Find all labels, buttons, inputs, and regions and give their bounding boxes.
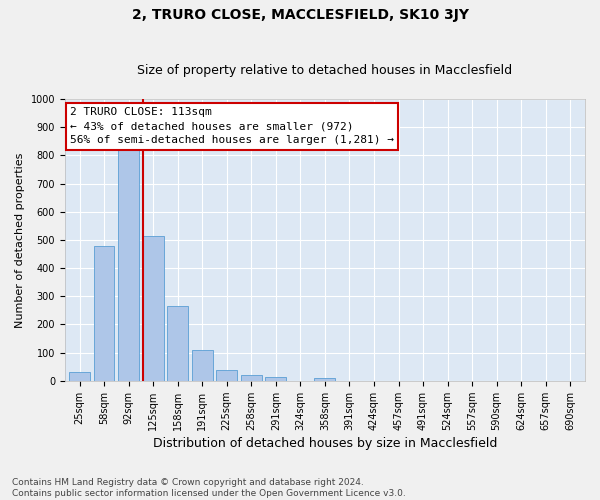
Text: 2, TRURO CLOSE, MACCLESFIELD, SK10 3JY: 2, TRURO CLOSE, MACCLESFIELD, SK10 3JY (131, 8, 469, 22)
Y-axis label: Number of detached properties: Number of detached properties (15, 152, 25, 328)
Bar (265, 378, 286, 381)
Bar (94, 246, 115, 381)
Bar (118, 150, 139, 381)
Bar (69, 372, 90, 381)
Bar (143, 236, 164, 381)
Bar (241, 374, 262, 381)
X-axis label: Distribution of detached houses by size in Macclesfield: Distribution of detached houses by size … (153, 437, 497, 450)
Text: 2 TRURO CLOSE: 113sqm
← 43% of detached houses are smaller (972)
56% of semi-det: 2 TRURO CLOSE: 113sqm ← 43% of detached … (70, 108, 394, 146)
Bar (167, 306, 188, 381)
Title: Size of property relative to detached houses in Macclesfield: Size of property relative to detached ho… (137, 64, 512, 77)
Text: Contains HM Land Registry data © Crown copyright and database right 2024.
Contai: Contains HM Land Registry data © Crown c… (12, 478, 406, 498)
Bar (217, 370, 237, 381)
Bar (192, 350, 212, 381)
Bar (314, 378, 335, 381)
